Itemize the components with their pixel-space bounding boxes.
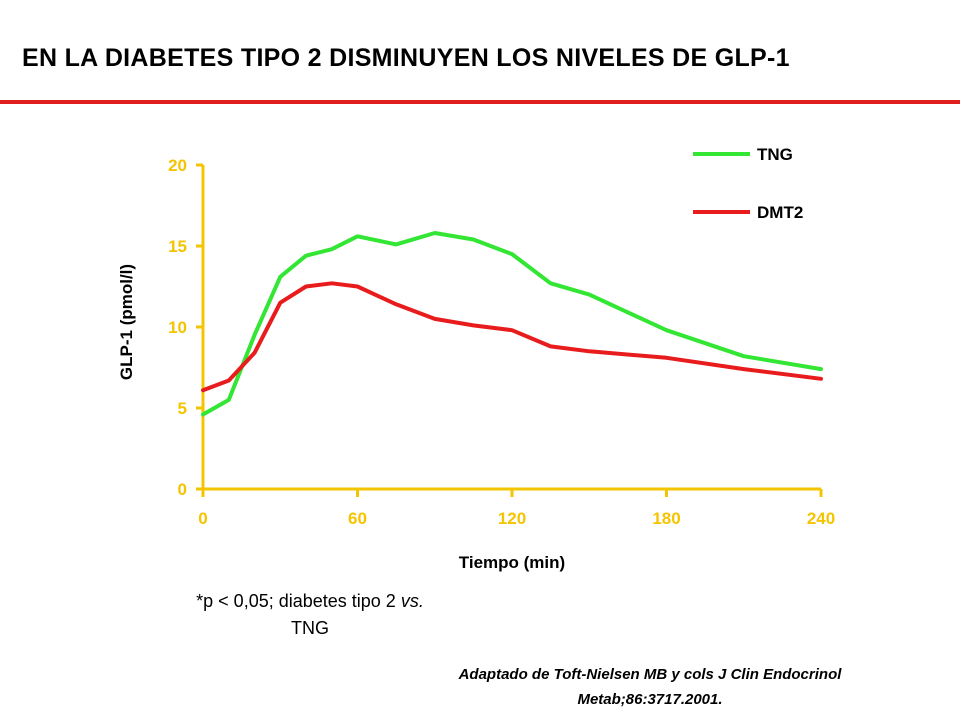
y-tick-label-5: 5 — [178, 399, 187, 418]
chart-legend: TNG DMT2 — [693, 145, 803, 222]
significance-note: *p < 0,05; diabetes tipo 2 vs. TNG — [130, 588, 490, 642]
y-tick-label-10: 10 — [168, 318, 187, 337]
series-line-dmt2 — [201, 281, 823, 393]
title-rule — [0, 100, 960, 104]
chart-series — [201, 231, 823, 417]
series-line-tng — [201, 231, 823, 417]
x-axis-label: Tiempo (min) — [459, 553, 565, 572]
source-line-2: Metab;86:3717.2001. — [577, 691, 723, 708]
legend-label-tng: TNG — [757, 145, 793, 164]
legend-label-dmt2: DMT2 — [757, 203, 803, 222]
page-title: EN LA DIABETES TIPO 2 DISMINUYEN LOS NIV… — [22, 44, 790, 72]
x-tick-label-180: 180 — [652, 509, 680, 528]
chart-ticks: 0 5 10 15 20 0 60 120 180 240 — [168, 156, 835, 528]
source-citation: Adaptado de Toft-Nielsen MB y cols J Cli… — [385, 662, 915, 712]
significance-note-prefix: *p < 0,05; diabetes tipo 2 — [196, 591, 401, 611]
y-tick-label-20: 20 — [168, 156, 187, 175]
y-tick-label-0: 0 — [178, 480, 187, 499]
significance-note-suffix: TNG — [291, 618, 329, 638]
x-tick-label-120: 120 — [498, 509, 526, 528]
x-tick-label-60: 60 — [348, 509, 367, 528]
source-line-1: Adaptado de Toft-Nielsen MB y cols J Cli… — [458, 666, 842, 683]
y-axis-label: GLP-1 (pmol/l) — [117, 264, 136, 380]
x-tick-label-240: 240 — [807, 509, 835, 528]
significance-note-vs: vs. — [400, 591, 424, 611]
x-tick-label-0: 0 — [198, 509, 207, 528]
y-tick-label-15: 15 — [168, 237, 187, 256]
